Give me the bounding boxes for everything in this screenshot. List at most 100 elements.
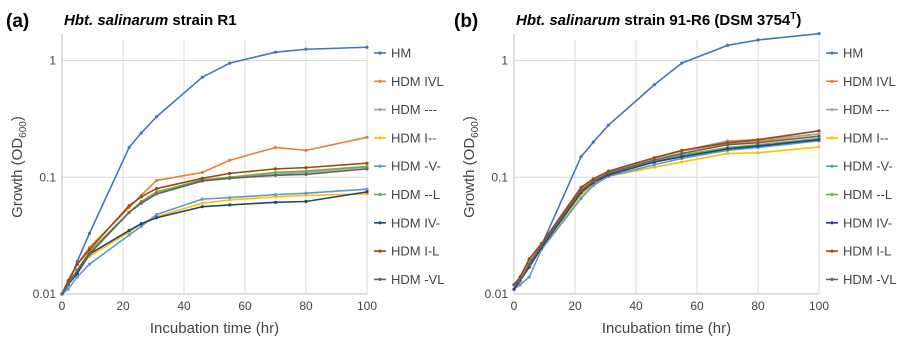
data-point [527, 262, 531, 266]
chart-panel-2: 0 20 40 60 80 100 0.01 0.1 1 Incubation time (hr)… [454, 11, 896, 337]
data-point [228, 195, 232, 200]
data-point [756, 138, 760, 142]
data-point [304, 172, 308, 176]
data-point [228, 176, 232, 180]
legend-label: HM [843, 46, 863, 61]
legend-marker [830, 79, 834, 83]
data-point [139, 222, 143, 226]
data-point [273, 167, 278, 171]
data-point [591, 179, 595, 184]
y-tick-label: 0.1 [491, 170, 508, 184]
data-point [652, 83, 656, 87]
chart-panel-1: 0 20 40 60 80 100 0.01 0.1 1 Incubation time (hr)… [6, 11, 444, 337]
data-point [591, 177, 595, 181]
data-point [87, 248, 92, 252]
data-point [817, 132, 821, 136]
data-point [512, 287, 516, 291]
series-line-7 [61, 162, 368, 295]
legend-label: HDM I-L [391, 244, 439, 259]
data-point [579, 185, 583, 189]
y-tick-label: 1 [501, 54, 508, 68]
legend-marker [378, 277, 382, 281]
data-point [579, 155, 583, 159]
series-line-7 [513, 130, 820, 286]
series-line-1 [61, 136, 368, 295]
data-point [66, 279, 70, 283]
series-line-4 [61, 188, 368, 295]
data-point [200, 75, 204, 79]
data-point [304, 166, 308, 170]
data-point [579, 188, 583, 193]
series-line-5 [513, 137, 820, 290]
data-point [817, 134, 821, 138]
data-point [139, 195, 143, 199]
data-point [680, 151, 684, 156]
legend-label: HDM IVL [391, 74, 444, 89]
data-point [365, 167, 369, 171]
series-line-8 [61, 168, 368, 295]
series-line-6 [513, 138, 820, 290]
data-point [606, 123, 611, 127]
legend-marker [378, 249, 382, 253]
y-tick-label: 0.1 [39, 170, 56, 184]
legend-marker [378, 164, 382, 168]
legend-marker [378, 108, 382, 112]
data-point [66, 283, 70, 287]
data-point [365, 190, 369, 194]
data-point [154, 192, 159, 196]
data-point [518, 279, 522, 283]
legend-label: HDM IVL [843, 74, 896, 89]
data-point [200, 197, 204, 201]
data-point [75, 262, 79, 266]
series-line-4 [513, 140, 820, 290]
data-point [591, 183, 595, 188]
data-point [725, 151, 730, 156]
legend-label: HDM -VL [391, 272, 444, 287]
panel-letter: (b) [454, 11, 478, 32]
data-point [127, 204, 131, 208]
x-axis-label: Incubation time (hr) [150, 320, 279, 337]
legend-label: HDM IV- [391, 215, 440, 230]
legend-label: HDM I-- [391, 130, 437, 145]
legend-label: HDM -V- [843, 159, 893, 174]
legend-label: HDM -VL [843, 272, 896, 287]
data-point [591, 140, 595, 144]
legend-label: HDM --L [391, 187, 440, 202]
x-tick-label: 80 [299, 299, 313, 313]
data-point [652, 156, 656, 160]
data-point [154, 178, 159, 183]
data-point [304, 191, 308, 195]
legend-marker [830, 221, 834, 225]
x-tick-label: 0 [511, 299, 518, 313]
data-point [139, 201, 143, 205]
data-point [273, 145, 278, 150]
data-point [680, 155, 684, 159]
legend-marker [830, 108, 834, 112]
data-point [273, 50, 278, 54]
data-point [60, 292, 64, 296]
data-point [606, 171, 611, 175]
data-point [304, 47, 308, 51]
legend-marker [378, 221, 382, 225]
data-point [127, 228, 131, 233]
legend-marker [830, 51, 834, 55]
legend-label: HDM --- [843, 102, 889, 117]
x-tick-label: 20 [568, 299, 582, 313]
data-point [200, 176, 204, 180]
y-tick-label: 0.01 [33, 287, 57, 301]
legend-marker [830, 164, 834, 168]
y-axis-label: Growth (OD600) [461, 116, 481, 218]
data-point [756, 144, 760, 148]
legend-marker [830, 249, 834, 253]
data-point [228, 61, 232, 65]
data-point [756, 151, 760, 155]
data-point [200, 179, 204, 183]
data-point [365, 45, 369, 49]
data-point [154, 212, 159, 217]
data-point [304, 148, 308, 152]
data-point [273, 200, 278, 204]
data-point [228, 158, 232, 162]
data-point [817, 32, 821, 36]
data-point [680, 160, 684, 164]
